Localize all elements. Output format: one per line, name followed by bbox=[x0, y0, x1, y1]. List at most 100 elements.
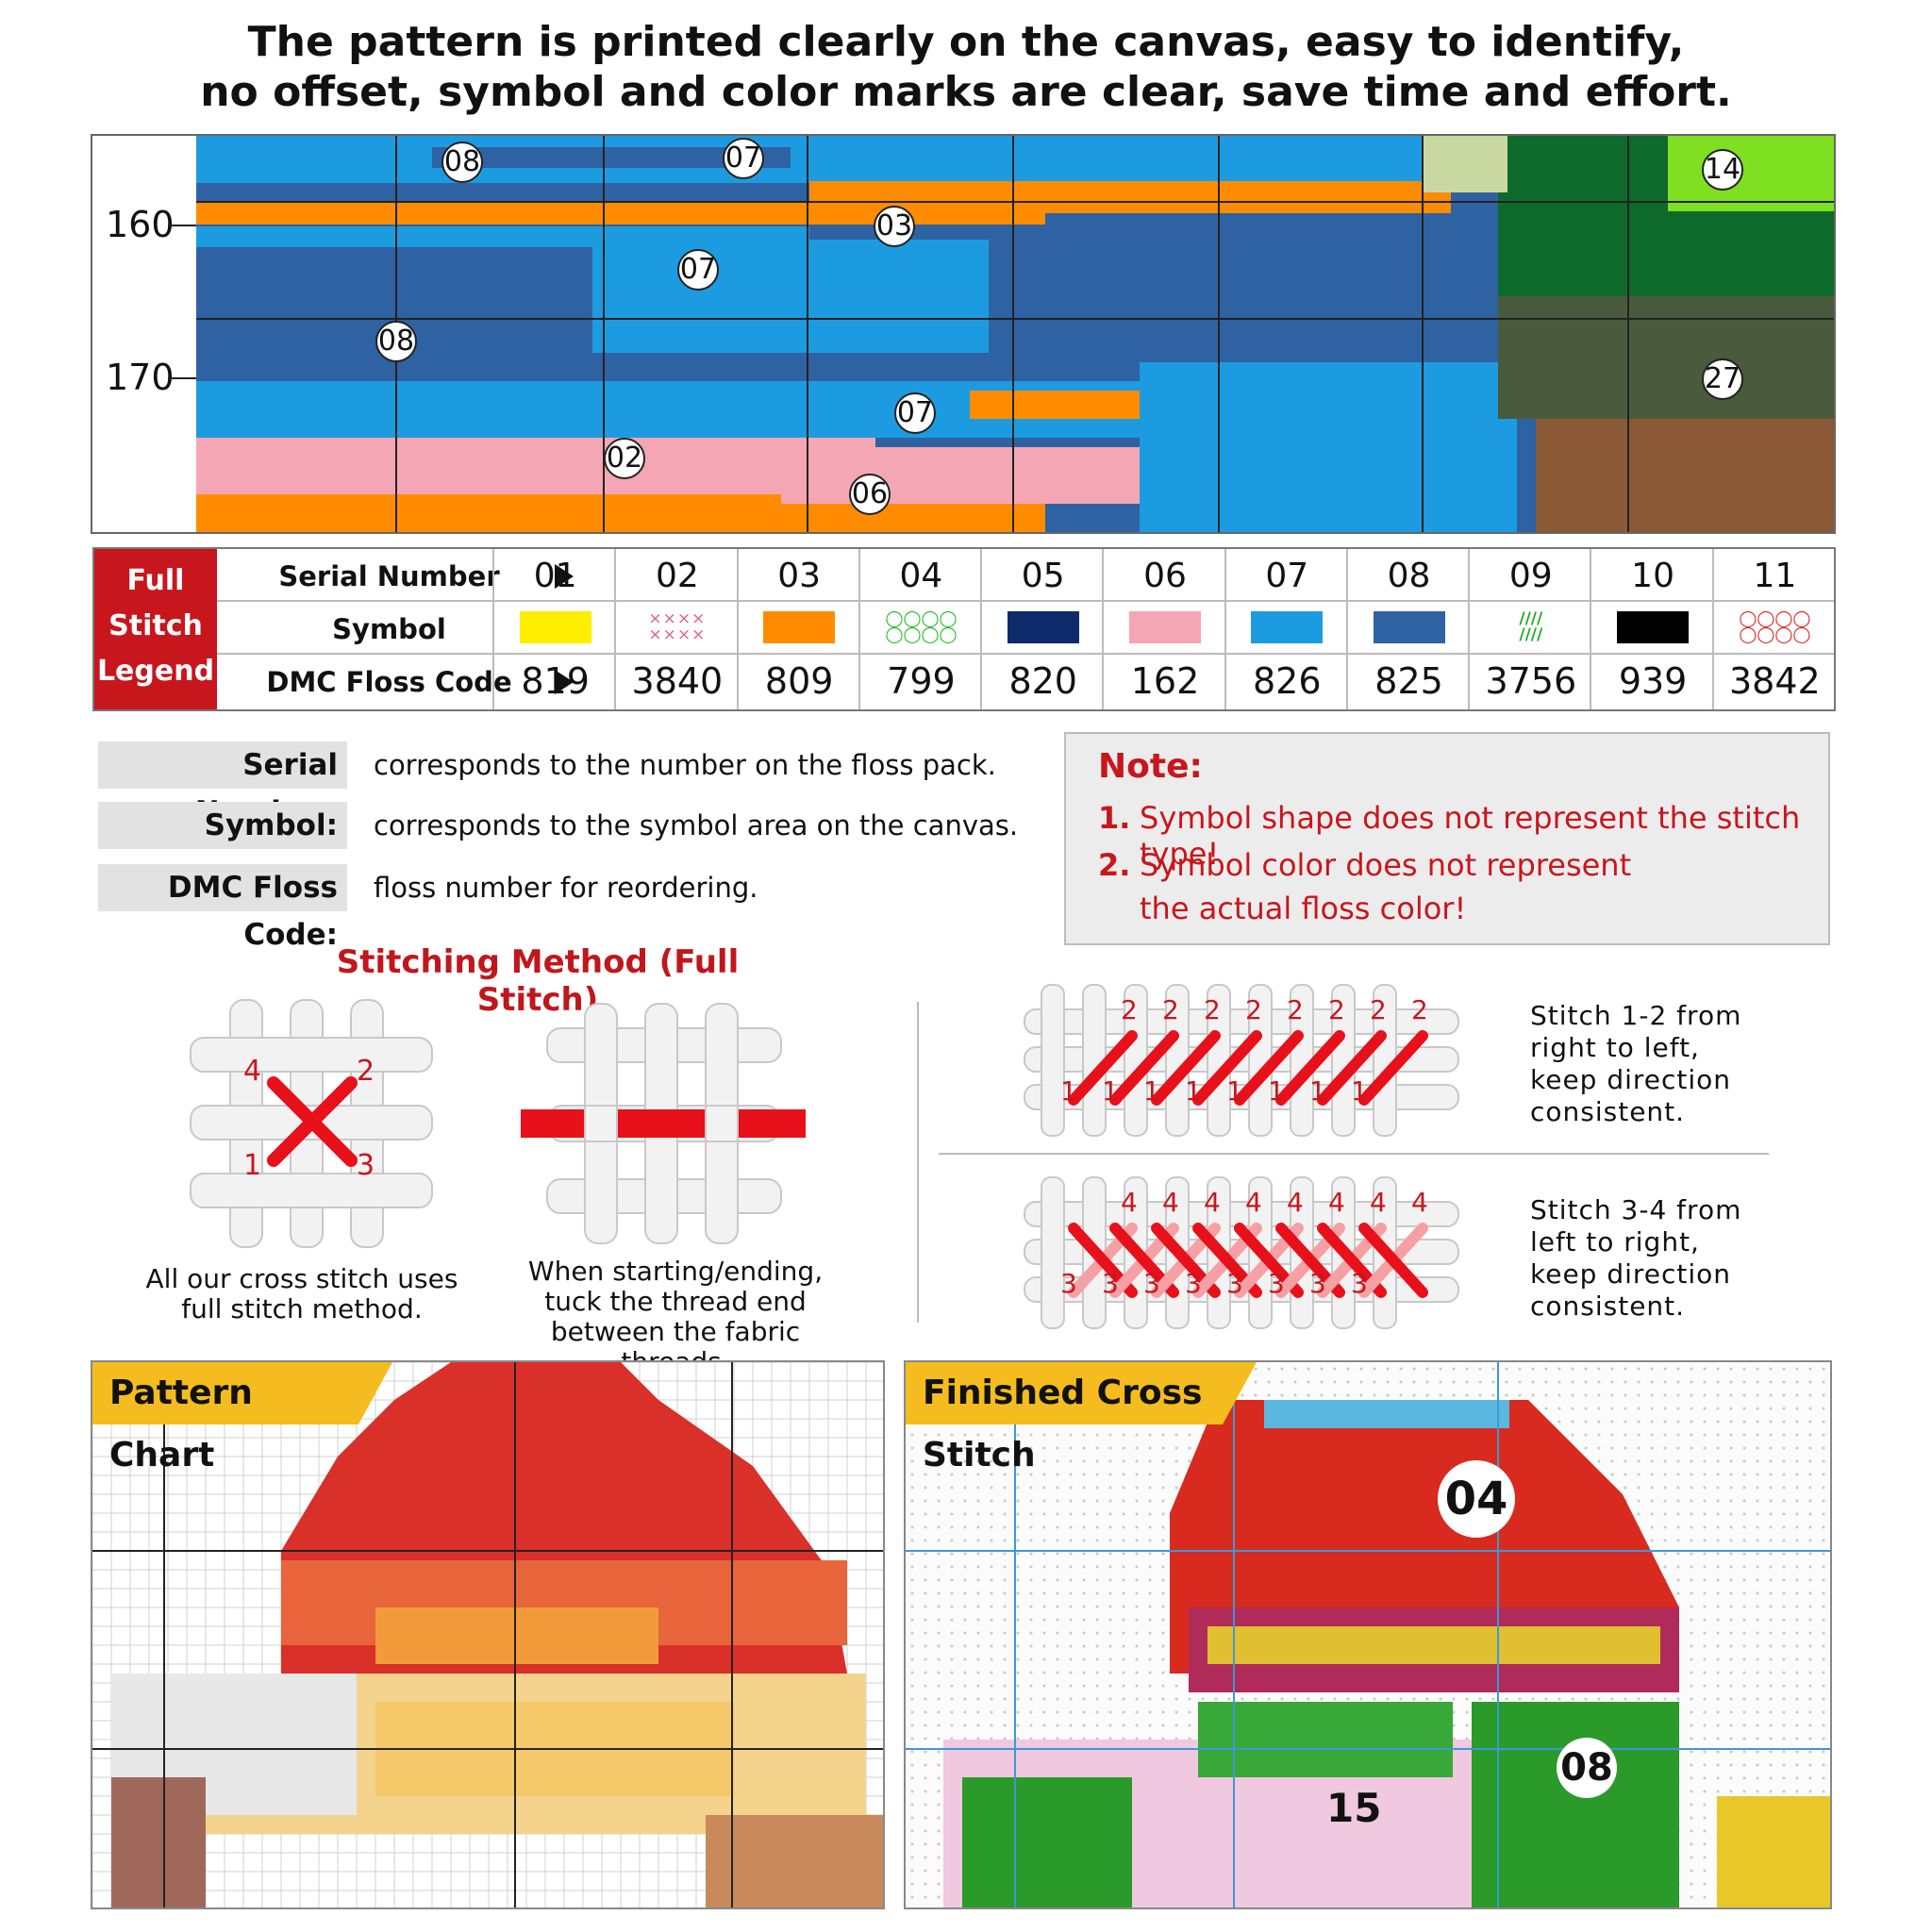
explain-label-symbol: Symbol: bbox=[98, 802, 347, 849]
pattern-chart-image bbox=[92, 1362, 883, 1907]
legend-symbol bbox=[1617, 611, 1690, 643]
stitch-number: 4 bbox=[1245, 1187, 1262, 1218]
zone-label: 27 bbox=[1702, 358, 1743, 400]
instruction-stitch-1-2: Stitch 1-2 from right to left, keep dire… bbox=[1530, 1000, 1742, 1127]
stitch-number: 1 bbox=[1185, 1075, 1202, 1107]
explain-label-serial: Serial Number: bbox=[98, 741, 347, 829]
legend-column: 02 ×××× ×××× 3840 bbox=[614, 549, 738, 709]
stitch-number: 1 bbox=[1351, 1075, 1368, 1107]
legend-symbol bbox=[1128, 611, 1201, 643]
pattern-chart-tag: Pattern Chart bbox=[92, 1362, 392, 1474]
legend-serial: 11 bbox=[1753, 557, 1797, 595]
legend-serial: 07 bbox=[1265, 557, 1309, 595]
half-stitch-1-2 bbox=[1275, 1030, 1345, 1106]
zone-label: 07 bbox=[894, 392, 936, 434]
half-stitch-1-2 bbox=[1109, 1030, 1179, 1106]
legend-column: 06 162 bbox=[1102, 549, 1225, 709]
pattern-pixels bbox=[196, 136, 1834, 532]
stitch-number: 1 bbox=[1226, 1075, 1243, 1107]
note-title: Note: bbox=[1098, 747, 1203, 786]
legend-serial: 01 bbox=[533, 557, 577, 595]
stitch-number: 3 bbox=[1060, 1268, 1077, 1299]
explain-text-symbol: corresponds to the symbol area on the ca… bbox=[374, 809, 1019, 841]
note-number-1: 1. bbox=[1098, 800, 1131, 836]
zone-label: 08 bbox=[375, 321, 417, 362]
legend-dmc-code: 819 bbox=[521, 660, 590, 702]
note-line-2b: the actual floss color! bbox=[1140, 891, 1467, 926]
instruction-stitch-3-4: Stitch 3-4 from left to right, keep dire… bbox=[1530, 1194, 1742, 1322]
legend-symbol: ×××× ×××× bbox=[648, 609, 707, 644]
legend-column: 05 820 bbox=[980, 549, 1104, 709]
note-box: Note: 1. Symbol shape does not represent… bbox=[1064, 732, 1830, 945]
stitch-row-3-4-diagram bbox=[1024, 1176, 1459, 1329]
legend-serial: 05 bbox=[1021, 557, 1065, 595]
stitch-legend: Full Stitch Legend Serial Number Symbol … bbox=[92, 547, 1836, 711]
zone-label: 03 bbox=[874, 206, 915, 247]
legend-column: 09 //////// 3756 bbox=[1468, 549, 1591, 709]
legend-dmc-code: 939 bbox=[1618, 660, 1688, 702]
section-divider bbox=[939, 1153, 1769, 1155]
headline-line-2: no offset, symbol and color marks are cl… bbox=[200, 68, 1732, 116]
finished-label: 15 bbox=[1326, 1785, 1382, 1831]
legend-serial: 09 bbox=[1508, 557, 1553, 595]
full-stitch-diagram bbox=[190, 999, 433, 1248]
stitch-number: 4 bbox=[1162, 1187, 1179, 1218]
legend-serial: 04 bbox=[899, 557, 943, 595]
stitch-number: 3 bbox=[1268, 1268, 1285, 1299]
headline-line-1: The pattern is printed clearly on the ca… bbox=[247, 18, 1685, 66]
caption-tuck-thread: When starting/ending, tuck the thread en… bbox=[527, 1256, 824, 1377]
stitch-number: 1 bbox=[1143, 1075, 1160, 1107]
half-stitch-1-2 bbox=[1234, 1030, 1304, 1106]
legend-symbol bbox=[519, 611, 591, 643]
explain-text-serial: corresponds to the number on the floss p… bbox=[374, 749, 996, 781]
stitch-number: 4 bbox=[1328, 1187, 1345, 1218]
corner-number-4: 4 bbox=[243, 1055, 262, 1088]
stitch-number: 2 bbox=[1121, 994, 1138, 1025]
legend-column: 03 809 bbox=[736, 549, 860, 709]
legend-dmc-code: 3840 bbox=[631, 660, 724, 702]
arrow-right-icon bbox=[555, 670, 574, 694]
stitch-number: 4 bbox=[1370, 1187, 1387, 1218]
fabric-thread bbox=[1041, 984, 1065, 1137]
corner-number-1: 1 bbox=[243, 1149, 262, 1182]
half-stitch-1-2 bbox=[1358, 1030, 1428, 1106]
note-line-2a: Symbol color does not represent bbox=[1140, 847, 1632, 883]
half-stitch-1-2 bbox=[1317, 1030, 1387, 1106]
note-number-2: 2. bbox=[1098, 847, 1131, 883]
legend-symbol: //////// bbox=[1519, 609, 1543, 644]
legend-dmc-code: 826 bbox=[1252, 660, 1322, 702]
legend-symbol bbox=[763, 611, 836, 643]
stitch-number: 2 bbox=[1204, 994, 1221, 1025]
stitch-number: 3 bbox=[1143, 1268, 1160, 1299]
stitch-number: 1 bbox=[1102, 1075, 1119, 1107]
half-stitch-1-2 bbox=[1192, 1030, 1262, 1106]
legend-dmc-code: 809 bbox=[764, 660, 834, 702]
stitch-number: 3 bbox=[1102, 1268, 1119, 1299]
arrow-right-icon bbox=[555, 564, 574, 589]
legend-symbol bbox=[1007, 611, 1079, 643]
stitch-number: 2 bbox=[1411, 994, 1428, 1025]
zone-label: 02 bbox=[604, 438, 645, 479]
zone-label: 08 bbox=[441, 142, 483, 183]
caption-full-stitch: All our cross stitch uses full stitch me… bbox=[145, 1263, 458, 1324]
corner-number-3: 3 bbox=[357, 1149, 375, 1182]
stitch-number: 2 bbox=[1162, 994, 1179, 1025]
legend-serial: 02 bbox=[655, 557, 699, 595]
zone-label: 07 bbox=[723, 138, 764, 179]
pattern-chart-panel: Pattern Chart bbox=[91, 1360, 885, 1909]
legend-serial: 10 bbox=[1631, 557, 1674, 595]
legend-symbol bbox=[1251, 611, 1324, 643]
stitch-number: 2 bbox=[1287, 994, 1304, 1025]
legend-dmc-code: 799 bbox=[887, 660, 956, 702]
pattern-strip: 160 170 bbox=[91, 134, 1836, 534]
tuck-thread-diagram bbox=[521, 1003, 806, 1244]
stitch-number: 4 bbox=[1121, 1187, 1138, 1218]
stitch-number: 3 bbox=[1185, 1268, 1202, 1299]
half-stitch-1-2 bbox=[1151, 1030, 1221, 1106]
legend-column: 01 819 bbox=[492, 549, 616, 709]
legend-code-label: DMC Floss Code bbox=[266, 666, 512, 698]
legend-symbol: ◯◯◯◯ ◯◯◯◯ bbox=[885, 609, 958, 644]
legend-serial-label: Serial Number bbox=[278, 560, 500, 592]
finished-stitch-tag: Finished Cross Stitch bbox=[906, 1362, 1257, 1474]
row-label-160: 160 bbox=[106, 204, 175, 245]
